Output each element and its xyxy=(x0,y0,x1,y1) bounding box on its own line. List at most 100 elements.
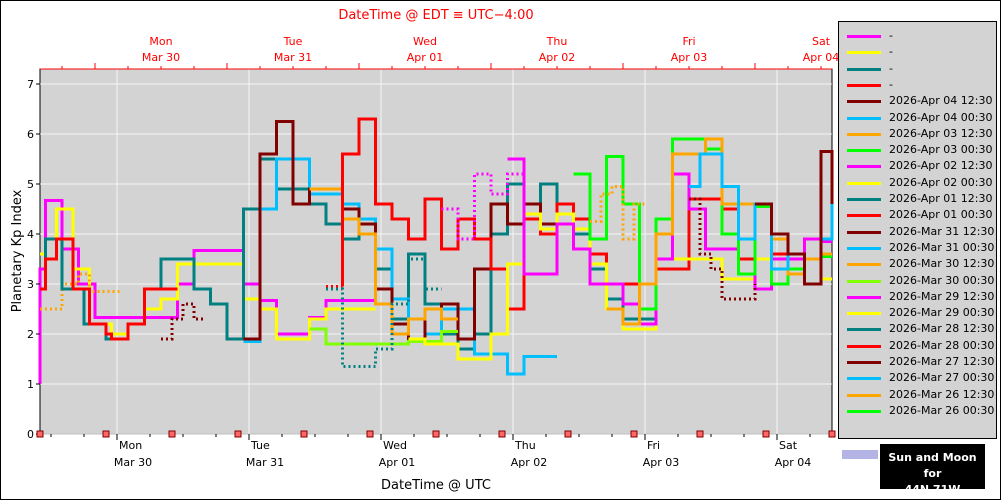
legend-swatch xyxy=(847,100,881,104)
y-tick-label: 4 xyxy=(27,228,34,241)
top-date-label: Apr 03 xyxy=(671,51,708,64)
legend-label: 2026-Apr 01 00:30 xyxy=(889,208,993,222)
legend-item: 2026-Apr 03 00:30 xyxy=(839,142,996,158)
legend-swatch xyxy=(847,279,881,283)
legend-swatch xyxy=(847,263,881,267)
series-line xyxy=(689,197,757,301)
legend-label: 2026-Mar 28 00:30 xyxy=(889,338,995,352)
y-axis-title: Planetary Kp Index xyxy=(10,189,25,312)
legend-label: 2026-Mar 29 00:30 xyxy=(889,306,995,320)
top-day-label: Thu xyxy=(546,35,568,48)
bottom-date-label: Apr 02 xyxy=(511,456,548,469)
legend-item: 2026-Apr 01 12:30 xyxy=(839,191,996,207)
forecast-marker xyxy=(762,430,770,438)
legend-item: 2026-Mar 28 12:30 xyxy=(839,321,996,337)
legend-swatch xyxy=(847,165,881,169)
legend-label: 2026-Apr 04 00:30 xyxy=(889,110,993,124)
series-layer xyxy=(38,117,834,384)
legend-swatch xyxy=(847,230,881,234)
y-tick-label: 0 xyxy=(27,428,34,441)
y-tick-label: 7 xyxy=(27,78,34,91)
forecast-marker xyxy=(696,430,704,438)
forecast-marker xyxy=(300,430,308,438)
series-line xyxy=(40,237,178,341)
legend-label: 2026-Apr 03 12:30 xyxy=(889,126,993,140)
legend-swatch xyxy=(847,377,881,381)
legend-item: 2026-Apr 02 12:30 xyxy=(839,158,996,174)
legend-label: 2026-Mar 28 12:30 xyxy=(889,322,995,336)
y-tick-label: 6 xyxy=(27,128,34,141)
legend-item: - xyxy=(839,61,996,77)
forecast-marker xyxy=(366,430,374,438)
legend-label: 2026-Apr 02 12:30 xyxy=(889,159,993,173)
axes: 0 1 2 3 4 5 6 7 Mon Mar 30 Tue Mar 31 Wed Apr 01 Thu Ap… xyxy=(27,35,839,469)
bottom-day-label: Wed xyxy=(383,439,407,452)
legend: - - - - 2026-Apr 04 12:30 2026-Apr 04 00:30 20… xyxy=(838,21,997,439)
top-day-label: Fri xyxy=(682,35,695,48)
legend-swatch xyxy=(847,116,881,120)
legend-item: 2026-Apr 04 12:30 xyxy=(839,93,996,109)
legend-swatch xyxy=(847,51,881,55)
legend-label: 2026-Mar 27 12:30 xyxy=(889,355,995,368)
top-date-label: Mar 30 xyxy=(142,51,180,64)
legend-label: 2026-Apr 02 00:30 xyxy=(889,175,993,189)
top-day-label: Sat xyxy=(812,35,831,48)
legend-item: 2026-Apr 03 12:30 xyxy=(839,126,996,142)
sun-moon-line2: 44N 71W xyxy=(904,483,961,496)
series-line xyxy=(441,172,524,241)
legend-label: 2026-Apr 04 12:30 xyxy=(889,94,993,108)
forecast-marker xyxy=(168,430,176,438)
series-line xyxy=(408,212,832,361)
legend-item: 2026-Mar 31 00:30 xyxy=(839,240,996,256)
legend-swatch xyxy=(847,181,881,185)
legend-label: 2026-Mar 26 00:30 xyxy=(889,403,995,417)
legend-item: - xyxy=(839,77,996,93)
forecast-marker xyxy=(630,430,638,438)
legend-swatch xyxy=(847,149,881,153)
series-line xyxy=(40,272,123,311)
bottom-date-label: Mar 30 xyxy=(114,456,152,469)
top-day-label: Wed xyxy=(413,35,437,48)
legend-label: - xyxy=(889,61,893,75)
legend-swatch xyxy=(847,214,881,218)
x-axis-title: DateTime @ UTC xyxy=(381,478,491,493)
legend-label: 2026-Mar 30 00:30 xyxy=(889,273,995,287)
legend-label: 2026-Mar 29 12:30 xyxy=(889,289,995,303)
forecast-marker xyxy=(102,430,110,438)
y-tick-label: 2 xyxy=(27,328,34,341)
plot-area xyxy=(39,68,833,435)
y-tick-label: 1 xyxy=(27,378,34,391)
bottom-date-label: Apr 04 xyxy=(775,456,812,469)
top-date-label: Apr 04 xyxy=(803,51,840,64)
legend-label: 2026-Mar 31 12:30 xyxy=(889,224,995,238)
legend-item: - xyxy=(839,28,996,44)
bottom-day-label: Thu xyxy=(514,439,536,452)
legend-swatch xyxy=(847,35,881,38)
y-tick-label: 3 xyxy=(27,278,34,291)
legend-label: 2026-Apr 01 12:30 xyxy=(889,192,993,205)
forecast-marker xyxy=(234,430,242,438)
forecast-marker xyxy=(36,430,44,438)
legend-label: 2026-Mar 26 12:30 xyxy=(889,387,995,401)
legend-swatch xyxy=(847,409,881,413)
legend-swatch xyxy=(847,67,881,71)
legend-swatch xyxy=(847,83,881,87)
bottom-day-label: Tue xyxy=(250,439,270,452)
bottom-day-label: Sat xyxy=(779,439,798,452)
legend-label: - xyxy=(889,77,893,91)
bottom-date-label: Mar 31 xyxy=(246,456,284,469)
legend-item: 2026-Mar 27 12:30 xyxy=(839,354,996,370)
legend-item: 2026-Mar 28 00:30 xyxy=(839,338,996,354)
y-tick-label: 5 xyxy=(27,178,34,191)
legend-item: 2026-Mar 30 12:30 xyxy=(839,256,996,272)
top-date-label: Apr 02 xyxy=(539,51,576,64)
legend-label: - xyxy=(889,45,893,59)
series-line xyxy=(309,327,458,346)
legend-item: - xyxy=(839,44,996,60)
moon-band xyxy=(842,464,878,471)
legend-swatch xyxy=(847,295,881,299)
legend-swatch xyxy=(847,344,881,348)
legend-label: 2026-Apr 03 00:30 xyxy=(889,143,993,157)
bottom-date-label: Apr 01 xyxy=(379,456,416,469)
